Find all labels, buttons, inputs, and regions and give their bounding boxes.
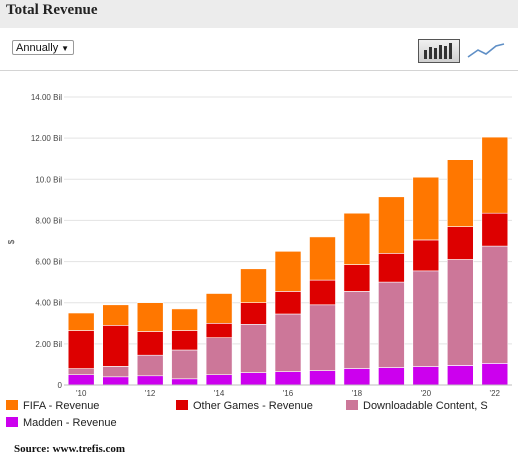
source-note: Source: www.trefis.com — [14, 443, 126, 455]
y-tick-label: 8.00 Bil — [35, 216, 62, 225]
legend-swatch — [176, 400, 188, 410]
bar-segment — [378, 281, 405, 368]
bar-segment — [205, 337, 233, 376]
y-tick-label: 0 — [58, 381, 63, 390]
bar-segment — [136, 302, 164, 332]
y-tick-label: 14.00 Bil — [31, 93, 62, 102]
bar-segment — [205, 374, 233, 386]
chart-toolbar: Annually ▼ — [0, 28, 518, 71]
bar-segment — [481, 212, 509, 247]
bar-segment — [481, 245, 509, 364]
revenue-chart: 0 2.00 Bil 4.00 Bil 6.00 Bil 8.00 Bil 10.0 Bi… — [7, 93, 512, 396]
bar-segment — [240, 302, 267, 325]
x-tick-label: '18 — [352, 389, 363, 396]
chart-bars — [67, 136, 509, 386]
period-select-value: Annually — [16, 42, 59, 54]
legend-swatch — [6, 400, 18, 410]
bar-chart-icon — [424, 43, 452, 59]
bar-segment — [378, 253, 405, 283]
bar-segment — [481, 363, 509, 386]
bar-segment — [446, 365, 474, 386]
bar-segment — [240, 324, 267, 373]
bar-segment — [67, 312, 95, 331]
bar-segment — [274, 291, 302, 315]
bar-segment — [171, 378, 198, 386]
bar-segment — [446, 259, 474, 366]
bar-segment — [102, 304, 129, 326]
chart-axes: 0 2.00 Bil 4.00 Bil 6.00 Bil 8.00 Bil 10.0 Bi… — [31, 93, 512, 396]
bar-segment — [274, 313, 302, 372]
y-tick-label: 12.00 Bil — [31, 134, 62, 143]
header-bar: Total Revenue — [0, 0, 518, 28]
bar-segment — [67, 368, 95, 375]
bar-segment — [171, 349, 198, 380]
bar-segment — [274, 251, 302, 292]
bar-segment — [412, 270, 440, 367]
x-tick-label: '22 — [490, 389, 501, 396]
chart-legend: FIFA - Revenue Other Games - Revenue Downl… — [0, 396, 518, 432]
bar-segment — [67, 330, 95, 369]
legend-label: Other Games - Revenue — [193, 400, 313, 412]
bar-segment — [240, 268, 267, 304]
bar-segment — [171, 330, 198, 351]
period-select[interactable]: Annually ▼ — [12, 40, 74, 55]
y-tick-label: 2.00 Bil — [35, 340, 62, 349]
bar-segment — [102, 366, 129, 378]
bar-segment — [205, 323, 233, 339]
bar-segment — [343, 264, 371, 292]
bar-segment — [412, 176, 440, 241]
bar-segment — [136, 331, 164, 356]
x-tick-label: '14 — [214, 389, 225, 396]
bar-segment — [446, 226, 474, 260]
bar-segment — [67, 374, 95, 386]
legend-item[interactable]: Madden - Revenue — [6, 417, 117, 429]
line-view-button[interactable] — [466, 40, 506, 62]
y-tick-label: 10.0 Bil — [35, 175, 62, 184]
bar-segment — [446, 159, 474, 227]
line-chart-icon — [467, 43, 505, 58]
bar-segment — [343, 291, 371, 369]
x-tick-label: '16 — [283, 389, 294, 396]
bar-view-button[interactable] — [418, 39, 460, 63]
x-tick-label: '10 — [76, 389, 87, 396]
bar-segment — [343, 212, 371, 265]
bar-segment — [412, 366, 440, 386]
bar-segment — [136, 354, 164, 377]
bar-segment — [412, 239, 440, 272]
bar-segment — [240, 372, 267, 386]
bar-segment — [171, 308, 198, 331]
bar-segment — [378, 367, 405, 386]
bar-segment — [481, 136, 509, 214]
x-tick-label: '12 — [145, 389, 156, 396]
legend-swatch — [346, 400, 358, 410]
x-tick-label: '20 — [421, 389, 432, 396]
bar-segment — [136, 375, 164, 386]
legend-item[interactable]: Other Games - Revenue — [176, 400, 313, 412]
bar-segment — [309, 236, 336, 281]
legend-item[interactable]: Downloadable Content, S — [346, 400, 488, 412]
chevron-down-icon: ▼ — [61, 44, 69, 53]
legend-label: FIFA - Revenue — [23, 400, 100, 412]
bar-segment — [343, 368, 371, 386]
bar-segment — [102, 325, 129, 367]
bar-segment — [205, 293, 233, 324]
bar-segment — [309, 304, 336, 371]
y-tick-label: 4.00 Bil — [35, 299, 62, 308]
legend-label: Madden - Revenue — [23, 417, 117, 429]
page-title: Total Revenue — [6, 2, 98, 18]
legend-swatch — [6, 417, 18, 427]
bar-segment — [309, 279, 336, 306]
y-axis-label: $ — [7, 239, 16, 244]
bar-segment — [102, 376, 129, 386]
y-tick-label: 6.00 Bil — [35, 258, 62, 267]
bar-segment — [274, 371, 302, 386]
bar-segment — [378, 196, 405, 254]
legend-label: Downloadable Content, S — [363, 400, 488, 412]
bar-segment — [309, 370, 336, 386]
legend-item[interactable]: FIFA - Revenue — [6, 400, 99, 412]
